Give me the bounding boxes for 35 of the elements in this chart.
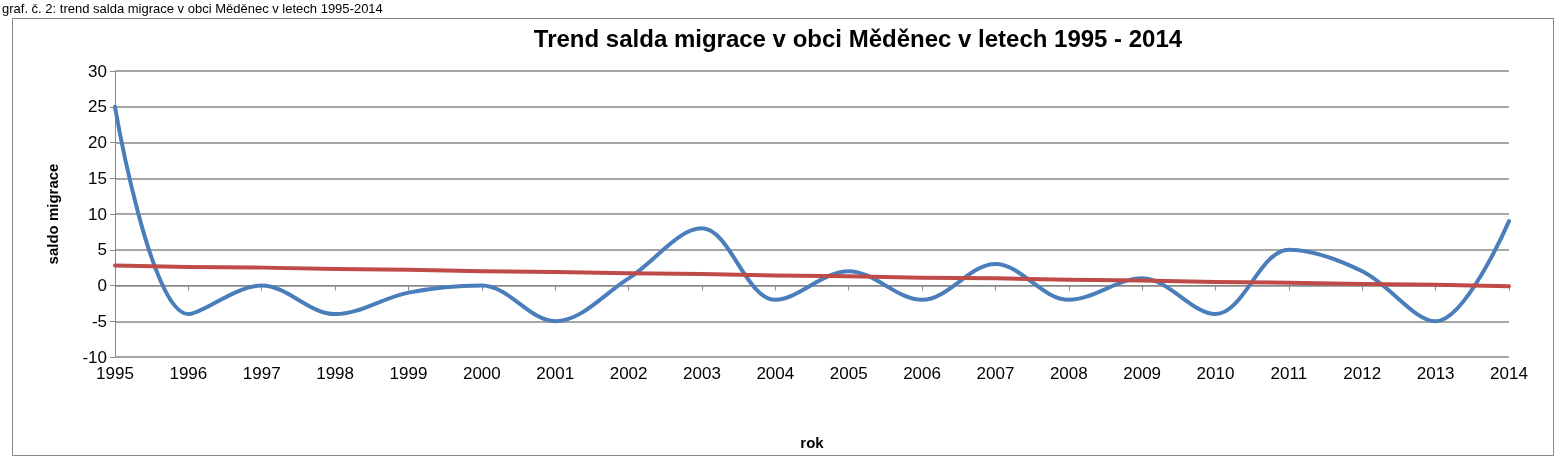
- y-tick-label: 5: [97, 240, 107, 260]
- x-tick-label: 1998: [316, 364, 355, 383]
- y-axis-title: saldo migrace: [44, 163, 61, 265]
- x-tick-label: 1997: [242, 364, 281, 383]
- x-tick-label: 2013: [1416, 364, 1455, 383]
- x-tick-label: 2002: [609, 364, 648, 383]
- x-tick-label: 1996: [169, 364, 208, 383]
- x-tick-label: 2012: [1343, 364, 1382, 383]
- chart-title: Trend salda migrace v obci Měděnec v letech 1995 - 2014: [533, 24, 1183, 52]
- y-tick-label: 30: [88, 61, 107, 81]
- x-tick-label: 2004: [756, 364, 795, 383]
- y-tick-label: 10: [88, 204, 107, 224]
- x-tick-label: 2008: [1049, 364, 1088, 383]
- x-tick-label: 2003: [683, 364, 721, 383]
- x-tick-label: 2014: [1490, 364, 1528, 383]
- y-tick-label: -10: [82, 347, 107, 367]
- y-tick-label: -5: [91, 311, 107, 331]
- line-series: [113, 104, 1511, 324]
- y-tick-label: 15: [88, 168, 107, 188]
- x-tick-label: 2006: [903, 364, 941, 383]
- x-tick-label: 2005: [829, 364, 868, 383]
- x-tick-label: 1995: [96, 364, 134, 383]
- x-tick-label: 2009: [1123, 364, 1162, 383]
- y-tick-label: 25: [88, 97, 107, 117]
- x-tick-label: 2000: [462, 364, 501, 383]
- text: graf. č. 2: trend salda migrace v obci Měděnec v letech 1995-2014: [2, 1, 383, 16]
- y-tick-label: 20: [88, 133, 107, 152]
- x-tick-label: 2010: [1196, 364, 1235, 383]
- y-tick-label: 0: [97, 276, 107, 295]
- x-tick-label: 2011: [1270, 364, 1308, 383]
- line-series: [113, 263, 1511, 289]
- x-tick-label: 1999: [389, 364, 428, 383]
- x-tick-label: 2001: [536, 364, 575, 383]
- x-axis-title: rok: [800, 434, 825, 451]
- x-tick-label: 2007: [976, 364, 1015, 383]
